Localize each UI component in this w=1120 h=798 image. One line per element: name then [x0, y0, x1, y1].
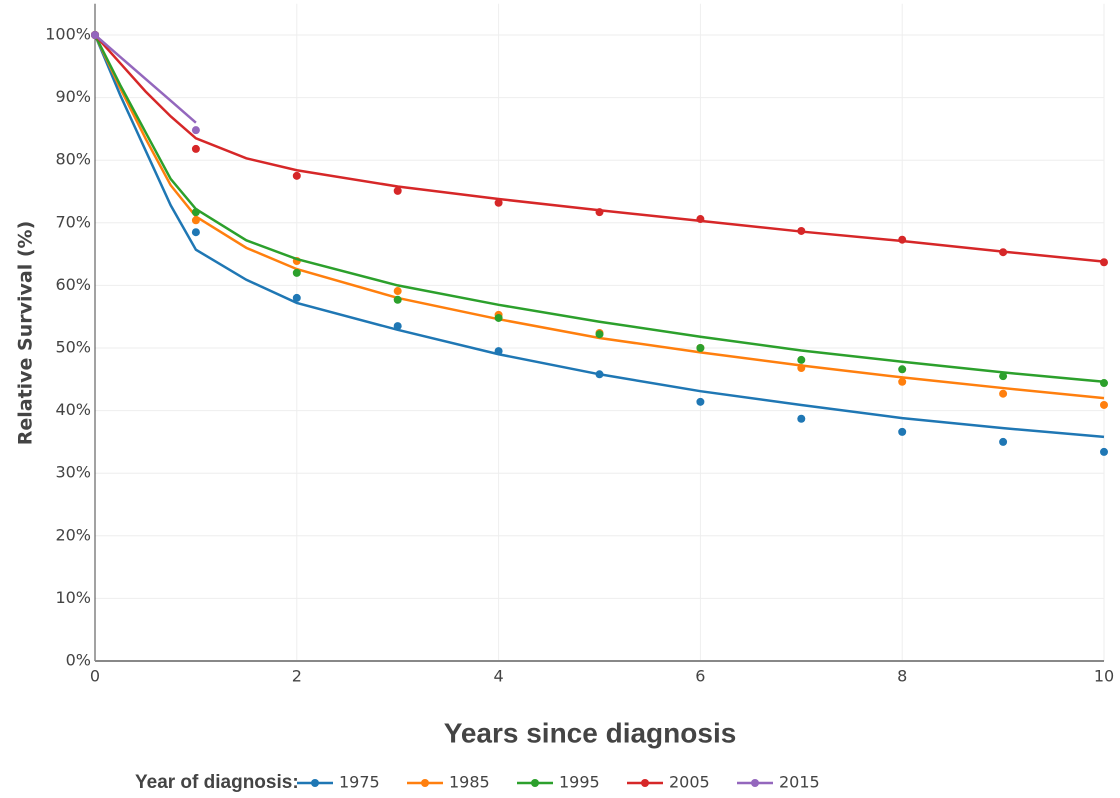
data-point [292, 268, 301, 277]
data-point [292, 293, 301, 302]
data-point [797, 414, 806, 423]
data-point [393, 322, 402, 331]
x-tick-label: 2 [292, 667, 302, 686]
fit-line [93, 34, 1105, 384]
legend-label: 1985 [449, 773, 490, 792]
data-point [595, 370, 604, 379]
x-axis-title: Years since diagnosis [444, 717, 737, 748]
legend-label: 1995 [559, 773, 600, 792]
data-point [999, 437, 1008, 446]
legend-title: Year of diagnosis: [135, 772, 299, 793]
fit-line [94, 34, 197, 124]
data-point [191, 144, 200, 153]
y-tick-label: 60% [55, 275, 91, 294]
data-point [999, 389, 1008, 398]
data-point [696, 215, 705, 224]
legend-swatch-dot [311, 779, 319, 787]
y-tick-label: 30% [55, 463, 91, 482]
y-tick-label: 80% [55, 150, 91, 169]
y-tick-label: 20% [55, 525, 91, 544]
data-point [191, 126, 200, 135]
data-point [898, 427, 907, 436]
legend-swatch-dot [421, 779, 429, 787]
data-point [1100, 447, 1108, 456]
data-point [393, 186, 402, 195]
legend-label: 1975 [339, 773, 380, 792]
data-point [797, 355, 806, 364]
data-point [595, 208, 604, 217]
fit-line [93, 34, 1105, 400]
y-tick-label: 90% [55, 87, 91, 106]
x-tick-label: 6 [695, 667, 705, 686]
data-point [797, 226, 806, 235]
legend-swatch-dot [641, 779, 649, 787]
fit-line [94, 34, 1105, 263]
data-point [595, 330, 604, 339]
data-point [191, 208, 200, 217]
x-tick-label: 0 [90, 667, 100, 686]
y-axis-title: Relative Survival (%) [15, 221, 37, 446]
data-point [1100, 258, 1108, 267]
y-tick-label: 40% [55, 400, 91, 419]
data-point [696, 344, 705, 352]
data-point [999, 248, 1008, 257]
data-point [494, 313, 503, 322]
data-point [393, 295, 402, 304]
x-tick-label: 8 [897, 667, 907, 686]
legend-swatch-dot [531, 779, 539, 787]
data-point [1100, 379, 1108, 388]
data-point [191, 228, 200, 237]
data-point [898, 235, 907, 244]
y-tick-label: 50% [55, 338, 91, 357]
x-tick-label: 10 [1094, 667, 1114, 686]
x-tick-label: 4 [494, 667, 504, 686]
data-point [292, 171, 301, 180]
data-point [91, 31, 99, 39]
y-tick-label: 0% [66, 651, 91, 670]
y-tick-label: 10% [55, 588, 91, 607]
y-tick-label: 70% [55, 212, 91, 231]
legend-label: 2005 [669, 773, 710, 792]
data-point [797, 364, 806, 373]
data-point [494, 347, 503, 356]
y-tick-label: 100% [45, 25, 91, 44]
legend-label: 2015 [779, 773, 820, 792]
data-point [696, 397, 705, 406]
data-point [1100, 400, 1108, 409]
data-point [191, 216, 200, 225]
data-point [898, 365, 907, 374]
data-point [393, 287, 402, 296]
data-point [898, 377, 907, 386]
data-point [494, 198, 503, 207]
legend-swatch-dot [751, 779, 759, 787]
data-point [999, 372, 1008, 381]
